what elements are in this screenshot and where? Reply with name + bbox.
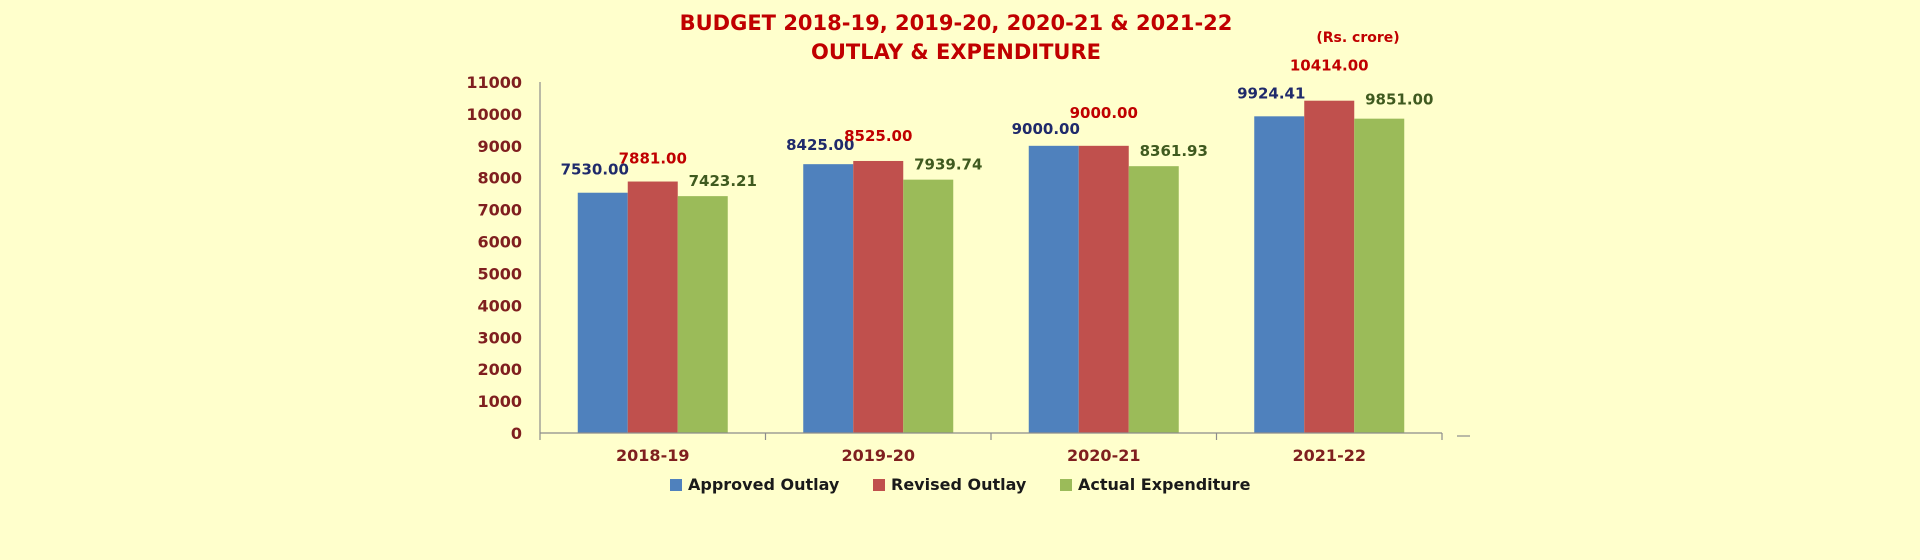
- y-tick-label: 6000: [477, 233, 522, 252]
- y-tick-label: 5000: [477, 264, 522, 283]
- bar-revised-outlay-2018-19: [627, 181, 678, 433]
- bar-approved-outlay-2021-22: [1254, 116, 1305, 433]
- data-label: 9924.41: [1237, 84, 1305, 102]
- unit-note: (Rs. crore): [1316, 30, 1399, 46]
- chart-title-line-1: BUDGET 2018-19, 2019-20, 2020-21 & 2021-…: [680, 11, 1233, 35]
- x-axis-ticks: 2018-19 2019-20 2020-21 2021-22: [616, 446, 1366, 465]
- x-axis-tick-marks: [539, 433, 1443, 440]
- y-tick-label: 7000: [477, 201, 522, 220]
- bars-group: [577, 100, 1405, 434]
- data-label: 7423.21: [689, 172, 757, 190]
- legend-label: Revised Outlay: [891, 475, 1027, 494]
- bar-actual-expenditure-2021-22: [1354, 118, 1405, 433]
- legend-swatch-revised-outlay: [873, 479, 885, 491]
- y-tick-label: 1000: [477, 392, 522, 411]
- bar-actual-expenditure-2020-21: [1128, 166, 1179, 434]
- data-label: 7530.00: [561, 161, 629, 179]
- x-tick-label: 2018-19: [616, 446, 689, 465]
- bar-revised-outlay-2019-20: [853, 160, 904, 433]
- x-tick-label: 2020-21: [1067, 446, 1140, 465]
- legend-label: Actual Expenditure: [1078, 475, 1251, 494]
- y-tick-label: 10000: [466, 105, 522, 124]
- data-label: 9000.00: [1012, 120, 1080, 138]
- y-tick-label: 4000: [477, 296, 522, 315]
- x-tick-label: 2019-20: [842, 446, 915, 465]
- bar-revised-outlay-2021-22: [1304, 100, 1355, 433]
- legend: Approved Outlay Revised Outlay Actual Expe…: [670, 475, 1251, 494]
- data-label: 7881.00: [619, 150, 687, 168]
- data-label: 8425.00: [786, 136, 854, 154]
- data-label: 8525.00: [844, 127, 912, 145]
- y-tick-label: 8000: [477, 169, 522, 188]
- y-tick-label: 2000: [477, 360, 522, 379]
- bar-approved-outlay-2018-19: [577, 192, 628, 433]
- y-tick-label: 0: [511, 424, 522, 443]
- data-label: 8361.93: [1140, 142, 1208, 160]
- legend-swatch-approved-outlay: [670, 479, 682, 491]
- bar-approved-outlay-2019-20: [803, 164, 854, 434]
- y-tick-label: 3000: [477, 328, 522, 347]
- data-label: 9000.00: [1070, 104, 1138, 122]
- bar-revised-outlay-2020-21: [1078, 145, 1129, 433]
- bar-approved-outlay-2020-21: [1028, 145, 1079, 433]
- x-tick-label: 2021-22: [1293, 446, 1366, 465]
- data-label: 10414.00: [1290, 57, 1369, 75]
- data-label: 9851.00: [1365, 91, 1433, 109]
- y-tick-label: 9000: [477, 137, 522, 156]
- chart-title-line-2: OUTLAY & EXPENDITURE: [811, 40, 1101, 64]
- legend-label: Approved Outlay: [688, 475, 840, 494]
- y-tick-label: 11000: [466, 73, 522, 92]
- data-label: 7939.74: [914, 156, 982, 174]
- bar-actual-expenditure-2018-19: [677, 196, 728, 433]
- y-axis-ticks: 0 1000 2000 3000 4000 5000 6000 7000 8000 9000 100…: [466, 73, 522, 443]
- legend-swatch-actual-expenditure: [1060, 479, 1072, 491]
- bar-actual-expenditure-2019-20: [903, 179, 954, 433]
